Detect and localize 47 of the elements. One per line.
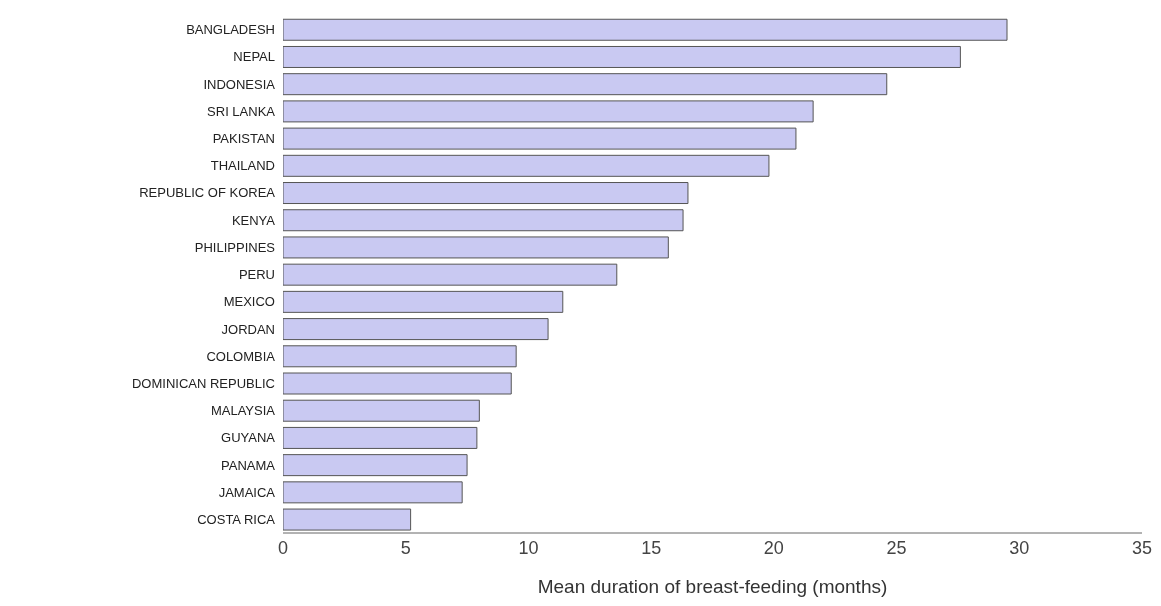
x-tick-label: 0 bbox=[277, 537, 289, 558]
bar bbox=[283, 345, 517, 368]
x-tick-label: 25 bbox=[886, 537, 907, 558]
x-tick-label: 15 bbox=[641, 537, 662, 558]
y-tick-label: PHILIPPINES bbox=[194, 239, 276, 255]
bar bbox=[283, 182, 689, 205]
x-tick-label: 20 bbox=[763, 537, 784, 558]
bar bbox=[283, 508, 412, 531]
y-tick-label: COSTA RICA bbox=[197, 512, 276, 528]
y-tick-label: MEXICO bbox=[223, 294, 275, 310]
bar bbox=[283, 290, 564, 313]
bar bbox=[283, 45, 961, 68]
y-tick-label: PAKISTAN bbox=[212, 131, 275, 147]
y-tick-label: MALAYSIA bbox=[210, 403, 276, 419]
y-tick-label: GUYANA bbox=[221, 430, 276, 446]
bar bbox=[283, 18, 1008, 41]
bar bbox=[283, 127, 797, 150]
y-tick-label: SRI LANKA bbox=[207, 103, 276, 119]
y-tick-label: THAILAND bbox=[210, 158, 275, 174]
bar bbox=[283, 236, 669, 259]
y-tick-label: PANAMA bbox=[221, 457, 276, 473]
x-tick-label: 35 bbox=[1131, 537, 1153, 558]
y-tick-label: INDONESIA bbox=[203, 76, 276, 92]
y-tick-label: PERU bbox=[238, 267, 275, 283]
bar bbox=[283, 454, 468, 477]
x-tick-label: 10 bbox=[518, 537, 539, 558]
bar bbox=[283, 73, 888, 96]
y-tick-label: BANGLADESH bbox=[186, 22, 275, 38]
y-tick-label: COLOMBIA bbox=[206, 348, 276, 364]
bar bbox=[283, 318, 549, 341]
bar bbox=[283, 426, 478, 449]
y-tick-label: JORDAN bbox=[221, 321, 275, 337]
bar bbox=[283, 263, 618, 286]
x-axis-title: Mean duration of breast-feeding (months) bbox=[537, 576, 888, 597]
x-tick-label: 5 bbox=[400, 537, 411, 558]
bar bbox=[283, 372, 512, 395]
x-tick-label: 30 bbox=[1009, 537, 1030, 558]
y-tick-label: KENYA bbox=[231, 212, 276, 228]
bar bbox=[283, 154, 770, 177]
y-tick-label: NEPAL bbox=[233, 49, 275, 65]
bar bbox=[283, 100, 814, 123]
bar bbox=[283, 481, 463, 504]
y-tick-label: DOMINICAN REPUBLIC bbox=[131, 375, 275, 391]
bar bbox=[283, 209, 684, 232]
y-tick-label: JAMAICA bbox=[218, 484, 276, 500]
bar bbox=[283, 399, 480, 422]
y-tick-label: REPUBLIC OF KOREA bbox=[139, 185, 276, 201]
